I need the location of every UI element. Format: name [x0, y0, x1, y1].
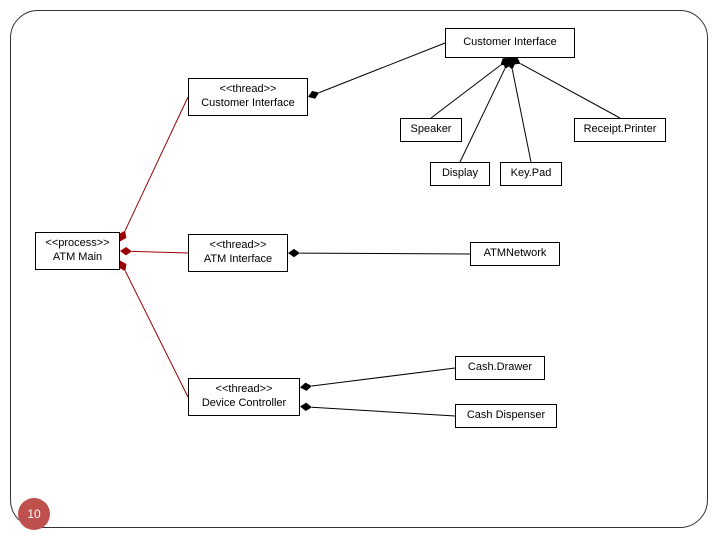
node-label: ATM Interface [204, 253, 272, 267]
node-label: Speaker [411, 123, 452, 137]
page-number: 10 [27, 507, 40, 521]
composition-diamond [120, 247, 132, 255]
node-atm-main: <<process>>ATM Main [35, 232, 120, 270]
node-label: Customer Interface [463, 36, 557, 50]
node-keypad: Key.Pad [500, 162, 562, 186]
node-label: Receipt.Printer [584, 123, 657, 137]
edge-line [512, 70, 531, 162]
node-speaker: Speaker [400, 118, 462, 142]
page-number-badge: 10 [18, 498, 50, 530]
node-label: ATMNetwork [484, 247, 547, 261]
composition-diamond [507, 58, 515, 70]
node-cash-drawer: Cash.Drawer [455, 356, 545, 380]
node-cash-disp: Cash Dispenser [455, 404, 557, 428]
edge-line [312, 368, 455, 386]
edge-line [319, 43, 445, 93]
diagram-canvas: <<process>>ATM Main<<thread>>Customer In… [0, 0, 720, 540]
composition-diamond [500, 58, 510, 65]
edge-line [431, 65, 500, 118]
node-display: Display [430, 162, 490, 186]
edge-line [125, 97, 188, 231]
composition-diamond [288, 249, 300, 257]
node-label: Customer Interface [201, 97, 295, 111]
stereotype: <<thread>> [210, 239, 267, 253]
node-label: Cash Dispenser [467, 409, 545, 423]
composition-diamond [119, 261, 127, 272]
node-dev-ctrl: <<thread>>Device Controller [188, 378, 300, 416]
node-label: Display [442, 167, 478, 181]
edge-line [125, 271, 188, 397]
composition-diamond [308, 91, 319, 99]
node-label: Cash.Drawer [468, 361, 532, 375]
node-label: Device Controller [202, 397, 286, 411]
edge-line [132, 251, 188, 253]
composition-diamond [504, 58, 512, 69]
node-atm-if: <<thread>>ATM Interface [188, 234, 288, 272]
stereotype: <<thread>> [216, 383, 273, 397]
edge-line [521, 64, 620, 118]
node-cust-if-thread: <<thread>>Customer Interface [188, 78, 308, 116]
stereotype: <<thread>> [220, 83, 277, 97]
edge-line [460, 69, 505, 162]
stereotype: <<process>> [45, 237, 109, 251]
node-atm-network: ATMNetwork [470, 242, 560, 266]
edge-line [300, 253, 470, 254]
node-label: Key.Pad [511, 167, 552, 181]
composition-diamond [510, 57, 521, 64]
edges-layer [0, 0, 720, 540]
composition-diamond [300, 383, 312, 391]
composition-diamond [300, 403, 312, 411]
node-cust-if-top: Customer Interface [445, 28, 575, 58]
node-label: ATM Main [53, 251, 102, 265]
edge-line [312, 407, 455, 416]
node-receipt: Receipt.Printer [574, 118, 666, 142]
